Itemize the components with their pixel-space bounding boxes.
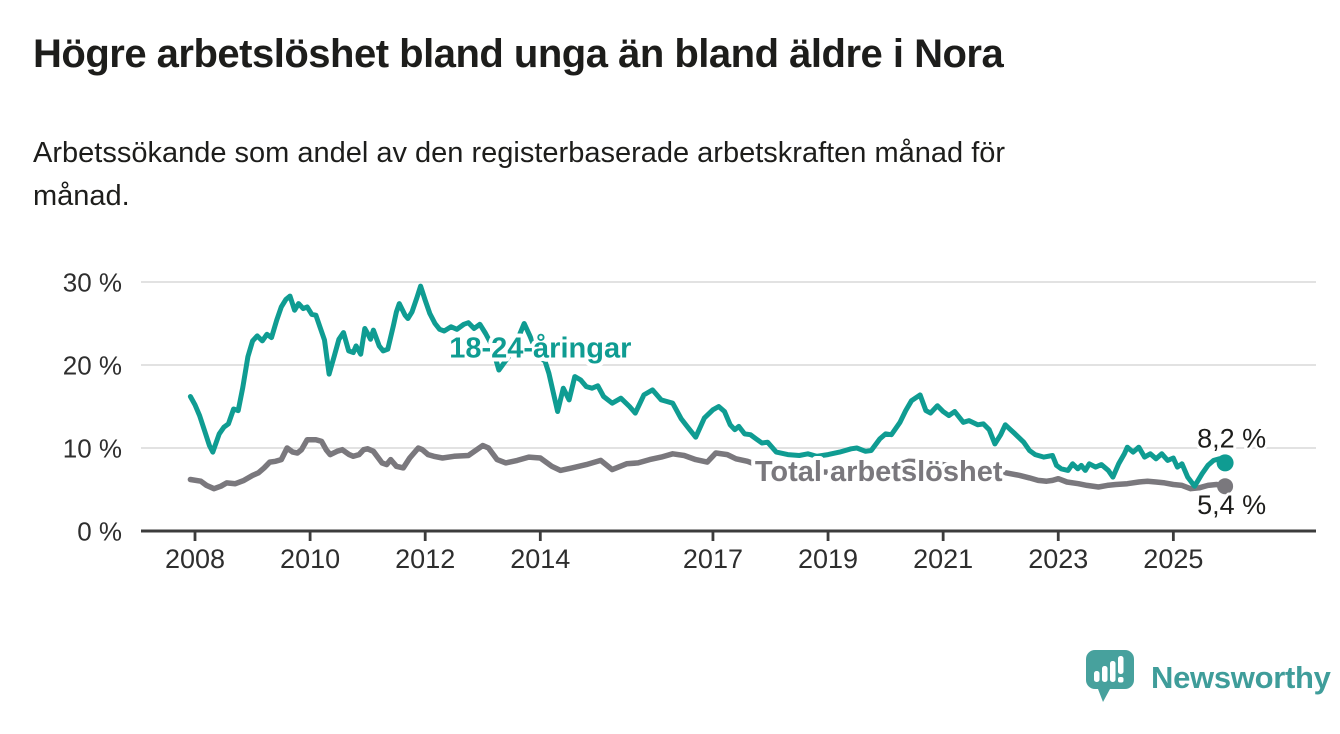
exclamation-bar-icon [1118,656,1124,674]
newsworthy-logo-text: Newsworthy [1151,659,1331,695]
series-label-total-arbetslöshet: Total arbetslöshet [755,456,1003,488]
x-tick-label-2019: 2019 [798,544,858,574]
bar-icon-short [1094,671,1100,682]
x-tick-label-2012: 2012 [395,544,455,574]
x-tick-label-2025: 2025 [1143,544,1203,574]
series-line-18-24-åringar [187,283,1228,489]
y-tick-label-0: 0 % [77,517,122,547]
series-end-dot-18-24-åringar [1216,454,1234,472]
y-tick-label-20: 20 % [63,351,122,381]
newsworthy-logo: Newsworthy [1086,650,1331,705]
series-line-total-arbetslöshet [187,436,1228,492]
series-label-18-24-åringar: 18-24-åringar [449,333,631,365]
chart-subtitle: Arbetssökande som andel av den registerb… [33,132,1005,218]
y-tick-label-10: 10 % [63,434,122,464]
series-end-dot-total-arbetslöshet [1217,478,1234,495]
bar-icon-tall [1110,661,1116,682]
x-tick-label-2017: 2017 [683,544,743,574]
x-tick-label-2023: 2023 [1028,544,1088,574]
exclamation-dot-icon [1118,677,1124,683]
end-value-label-18-24-åringar: 8,2 % [1197,423,1266,453]
newsworthy-bubble-icon [1086,650,1134,702]
bar-icon-medium [1102,666,1108,682]
page-title: Högre arbetslöshet bland unga än bland ä… [33,32,1004,76]
y-tick-label-30: 30 % [63,268,122,298]
x-tick-label-2021: 2021 [913,544,973,574]
chart-subtitle-line-1: Arbetssökande som andel av den registerb… [33,137,1006,169]
x-tick-label-2014: 2014 [510,544,570,574]
chart-subtitle-line-2: månad. [33,180,130,212]
x-tick-label-2008: 2008 [165,544,225,574]
x-tick-label-2010: 2010 [280,544,340,574]
end-value-label-total-arbetslöshet: 5,4 % [1197,490,1266,520]
